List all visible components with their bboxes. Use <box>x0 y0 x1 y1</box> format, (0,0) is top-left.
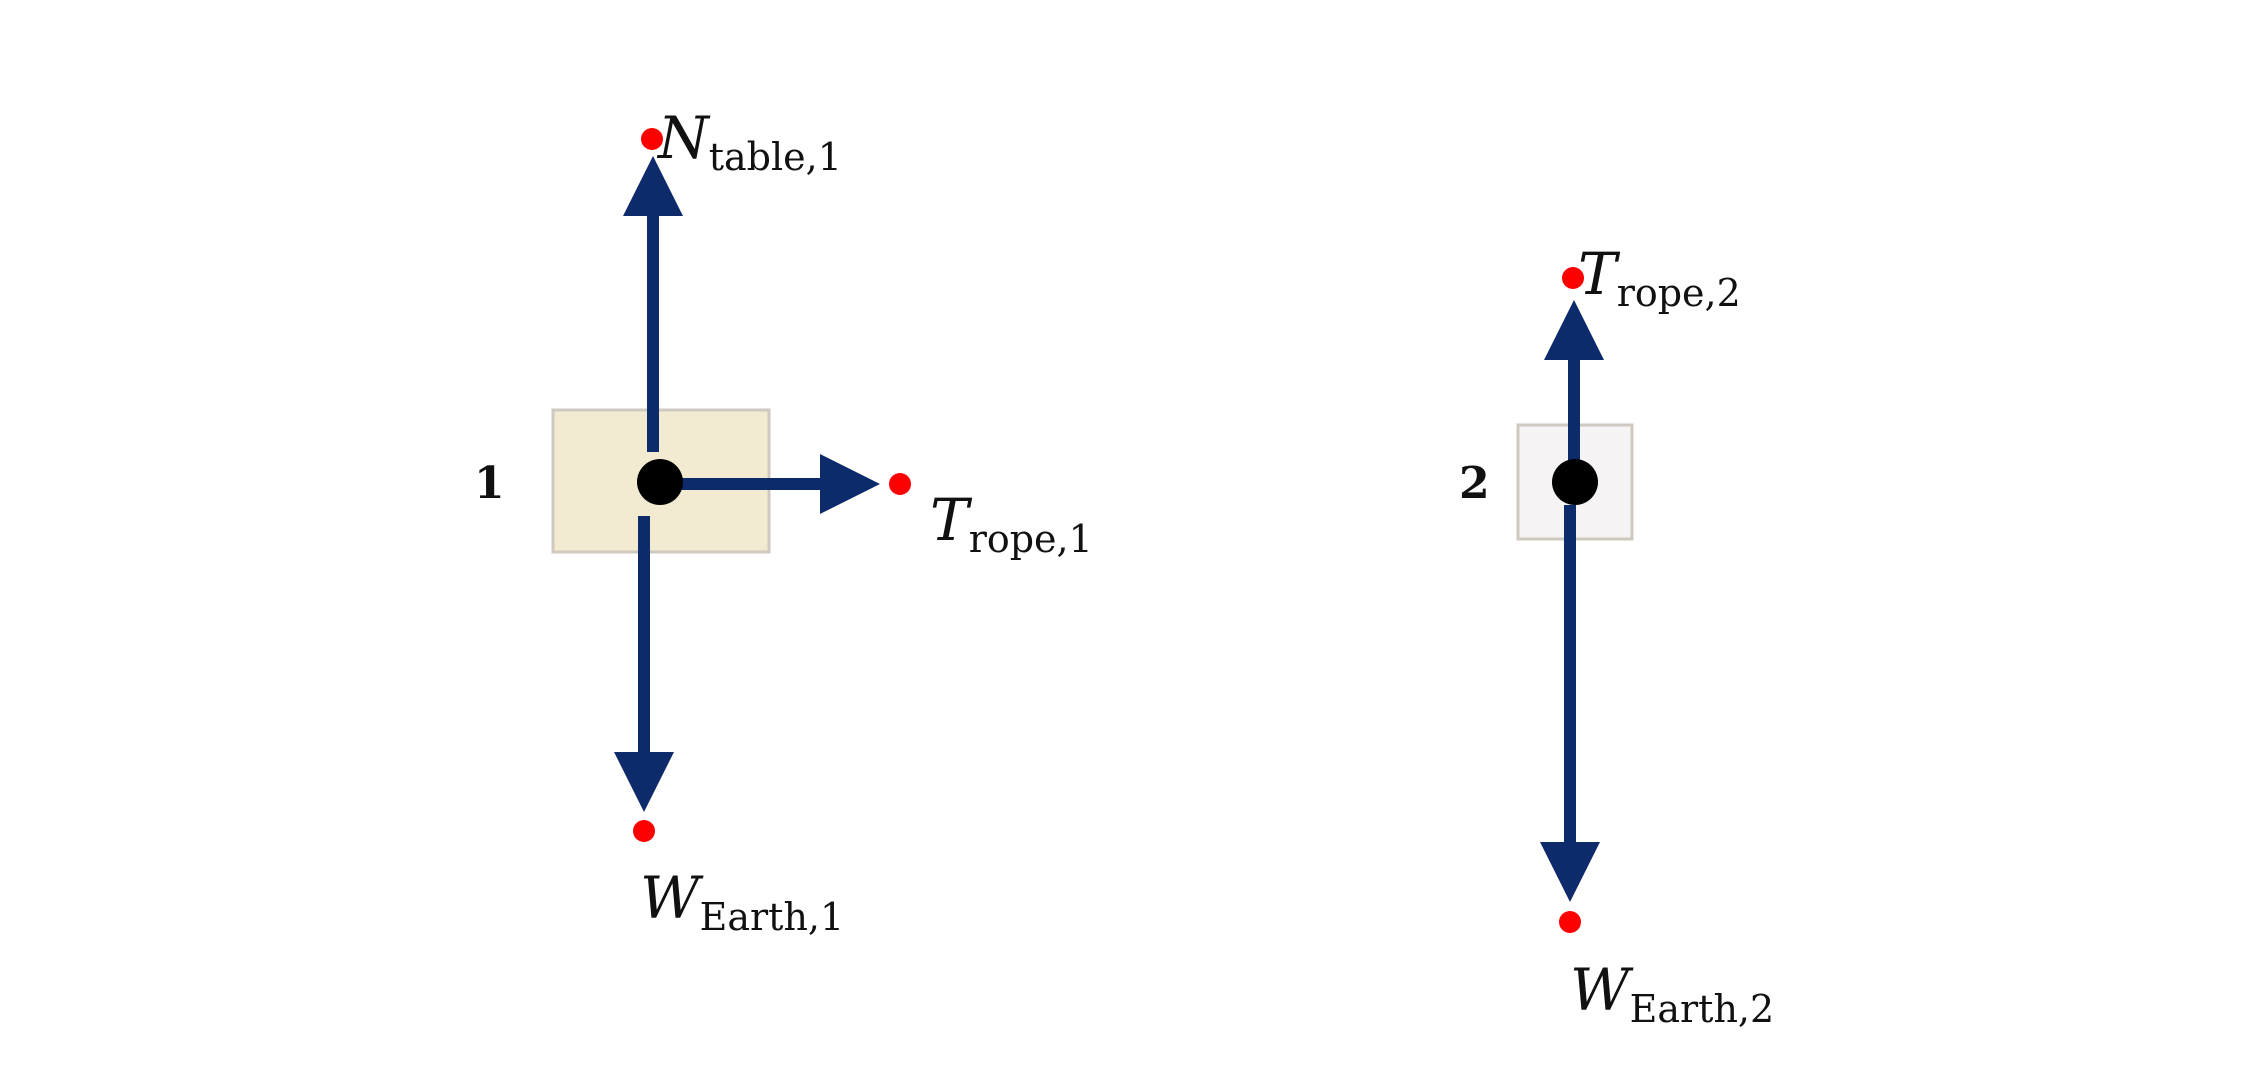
block-2-center-dot <box>1552 459 1598 505</box>
block-1-group: 1 Ntable,1 Trope,1 WEarth,1 <box>474 104 1093 939</box>
block-2-group: 2 Trope,2 WEarth,2 <box>1459 240 1774 1031</box>
force-tip-dot-tension-2 <box>1562 267 1584 289</box>
force-tip-dot-tension-1 <box>889 473 911 495</box>
force-label-tension-1: Trope,1 <box>930 486 1093 561</box>
block-1-center-dot <box>637 459 683 505</box>
block-2-label: 2 <box>1459 458 1490 509</box>
force-tip-dot-normal-1 <box>641 128 663 150</box>
force-tip-dot-weight-1 <box>633 820 655 842</box>
force-tip-dot-weight-2 <box>1559 911 1581 933</box>
force-label-tension-2: Trope,2 <box>1578 240 1741 315</box>
force-label-weight-2: WEarth,2 <box>1570 956 1774 1031</box>
force-label-normal-1: Ntable,1 <box>656 104 842 179</box>
block-1-label: 1 <box>474 458 505 509</box>
force-label-weight-1: WEarth,1 <box>640 864 844 939</box>
